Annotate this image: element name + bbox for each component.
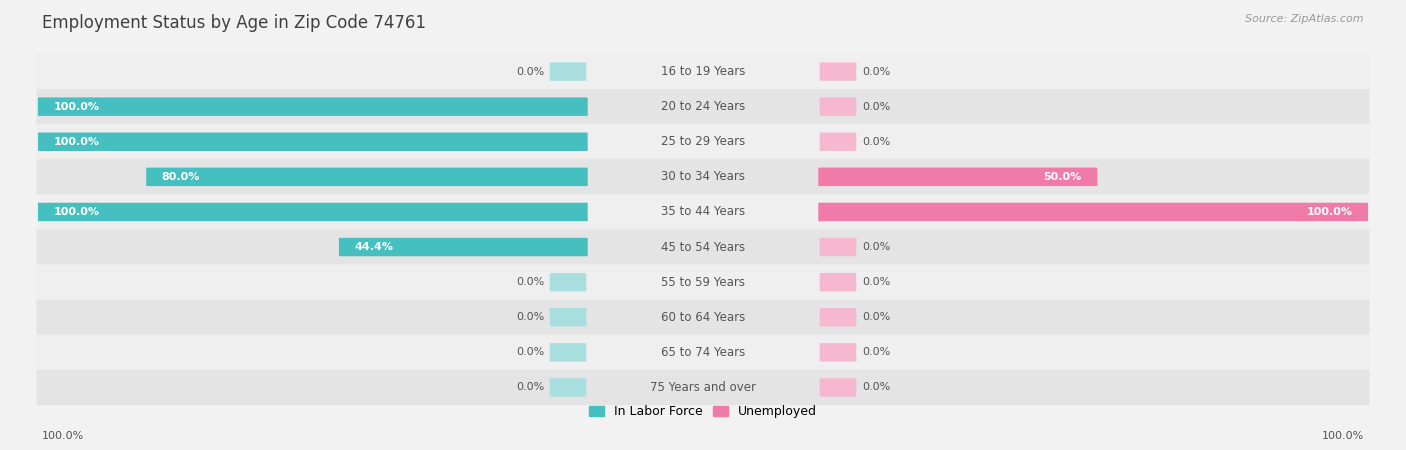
Text: Employment Status by Age in Zip Code 74761: Employment Status by Age in Zip Code 747… [42,14,426,32]
FancyBboxPatch shape [550,343,586,361]
FancyBboxPatch shape [550,378,586,396]
Text: 25 to 29 Years: 25 to 29 Years [661,135,745,148]
Text: 80.0%: 80.0% [162,172,200,182]
FancyBboxPatch shape [37,89,1369,124]
FancyBboxPatch shape [820,133,856,151]
Text: 0.0%: 0.0% [862,382,890,392]
Text: 30 to 34 Years: 30 to 34 Years [661,171,745,183]
Text: 0.0%: 0.0% [516,277,544,287]
Text: 0.0%: 0.0% [516,67,544,76]
FancyBboxPatch shape [550,63,586,81]
FancyBboxPatch shape [37,159,1369,194]
Text: 50.0%: 50.0% [1043,172,1083,182]
Text: 100.0%: 100.0% [42,431,84,441]
FancyBboxPatch shape [820,308,856,326]
Text: 0.0%: 0.0% [516,312,544,322]
FancyBboxPatch shape [37,230,1369,265]
FancyBboxPatch shape [37,265,1369,300]
Text: 0.0%: 0.0% [516,347,544,357]
Text: 65 to 74 Years: 65 to 74 Years [661,346,745,359]
Text: 100.0%: 100.0% [53,102,100,112]
Text: 0.0%: 0.0% [862,277,890,287]
FancyBboxPatch shape [37,370,1369,405]
FancyBboxPatch shape [38,97,588,116]
Text: 45 to 54 Years: 45 to 54 Years [661,241,745,253]
FancyBboxPatch shape [820,238,856,256]
FancyBboxPatch shape [38,132,588,151]
FancyBboxPatch shape [820,63,856,81]
Text: 60 to 64 Years: 60 to 64 Years [661,311,745,324]
Text: 100.0%: 100.0% [1322,431,1364,441]
FancyBboxPatch shape [37,194,1369,230]
Text: 75 Years and over: 75 Years and over [650,381,756,394]
Text: 35 to 44 Years: 35 to 44 Years [661,206,745,218]
Text: 0.0%: 0.0% [862,137,890,147]
FancyBboxPatch shape [37,124,1369,159]
FancyBboxPatch shape [818,202,1368,221]
FancyBboxPatch shape [820,273,856,291]
FancyBboxPatch shape [820,378,856,396]
Text: 55 to 59 Years: 55 to 59 Years [661,276,745,288]
FancyBboxPatch shape [820,343,856,361]
Legend: In Labor Force, Unemployed: In Labor Force, Unemployed [583,400,823,423]
Text: 20 to 24 Years: 20 to 24 Years [661,100,745,113]
Text: 0.0%: 0.0% [862,67,890,76]
Text: 0.0%: 0.0% [862,242,890,252]
Text: 16 to 19 Years: 16 to 19 Years [661,65,745,78]
FancyBboxPatch shape [37,300,1369,335]
FancyBboxPatch shape [339,238,588,256]
Text: 0.0%: 0.0% [862,312,890,322]
FancyBboxPatch shape [37,335,1369,370]
FancyBboxPatch shape [146,167,588,186]
Text: 0.0%: 0.0% [862,102,890,112]
FancyBboxPatch shape [820,98,856,116]
Text: 0.0%: 0.0% [862,347,890,357]
Text: 44.4%: 44.4% [354,242,394,252]
FancyBboxPatch shape [37,54,1369,89]
Text: 100.0%: 100.0% [53,137,100,147]
Text: 0.0%: 0.0% [516,382,544,392]
Text: 100.0%: 100.0% [53,207,100,217]
Text: Source: ZipAtlas.com: Source: ZipAtlas.com [1246,14,1364,23]
FancyBboxPatch shape [38,202,588,221]
FancyBboxPatch shape [818,167,1098,186]
Text: 100.0%: 100.0% [1306,207,1353,217]
FancyBboxPatch shape [550,308,586,326]
FancyBboxPatch shape [550,273,586,291]
